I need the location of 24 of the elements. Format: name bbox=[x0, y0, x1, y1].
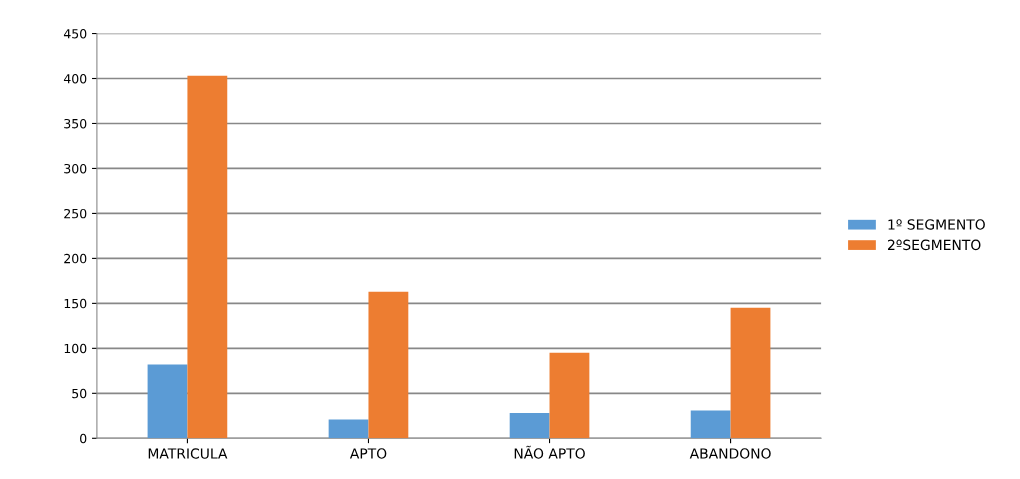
y-tick-label: 250 bbox=[64, 208, 87, 219]
y-tick-label: 300 bbox=[64, 163, 87, 174]
bar bbox=[328, 419, 369, 439]
legend-label: 1º SEGMENTO bbox=[888, 219, 985, 230]
y-tick-label: 50 bbox=[72, 388, 87, 399]
y-tick-label: 400 bbox=[63, 73, 87, 84]
x-tick-label: ABANDONO bbox=[689, 448, 771, 459]
bar bbox=[730, 307, 771, 439]
y-tick-label: 150 bbox=[64, 298, 87, 309]
x-tick-label: NÃO APTO bbox=[514, 445, 585, 459]
bar bbox=[368, 291, 409, 439]
x-tick-label: MATRICULA bbox=[148, 448, 228, 459]
bar bbox=[690, 410, 731, 439]
bar bbox=[549, 352, 590, 439]
bar bbox=[509, 413, 550, 439]
y-tick-label: 450 bbox=[63, 29, 87, 39]
x-tick-label: APTO bbox=[349, 448, 387, 459]
y-tick-label: 0 bbox=[80, 433, 87, 444]
bar bbox=[147, 364, 188, 439]
legend-label: 2ºSEGMENTO bbox=[887, 239, 981, 251]
y-tick-label: 200 bbox=[64, 253, 87, 264]
bar bbox=[187, 75, 228, 439]
y-tick-label: 350 bbox=[64, 118, 87, 129]
y-tick-label: 100 bbox=[64, 343, 87, 354]
